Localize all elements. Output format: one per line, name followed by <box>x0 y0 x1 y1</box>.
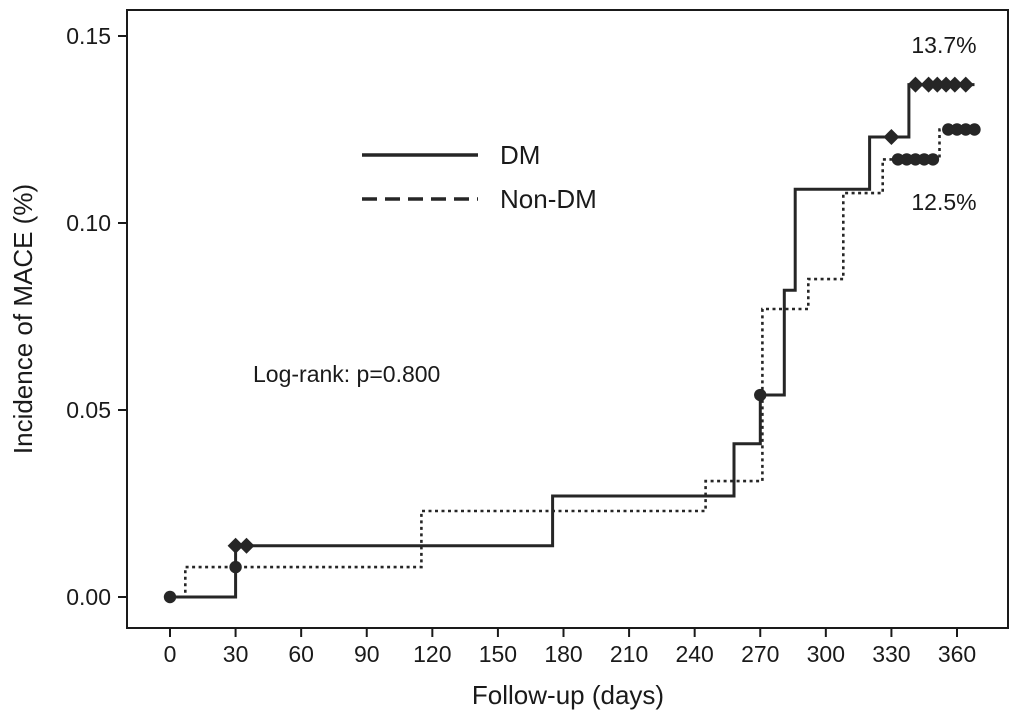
y-tick-label: 0.15 <box>66 23 111 49</box>
legend-label-dm: DM <box>500 140 540 170</box>
y-tick-label: 0.00 <box>66 584 111 610</box>
y-axis-label: Incidence of MACE (%) <box>8 184 38 454</box>
x-tick-label: 240 <box>675 641 713 667</box>
x-tick-label: 330 <box>872 641 910 667</box>
x-axis-ticks: 0 30 60 90 120 150 180 210 240 270 300 330 360 <box>164 628 976 667</box>
diamond-marker <box>920 76 937 93</box>
circle-marker <box>918 153 931 166</box>
nondm-end-label: 12.5% <box>911 189 976 215</box>
x-tick-label: 360 <box>938 641 976 667</box>
series-dm-line <box>163 76 975 604</box>
circle-marker <box>909 153 922 166</box>
legend-label-nondm: Non-DM <box>500 184 597 214</box>
diamond-marker <box>238 537 255 554</box>
x-tick-label: 60 <box>288 641 314 667</box>
circle-marker <box>959 123 972 136</box>
diamond-marker <box>227 537 244 554</box>
x-tick-label: 180 <box>544 641 582 667</box>
x-tick-label: 210 <box>610 641 648 667</box>
x-tick-label: 300 <box>807 641 845 667</box>
circle-marker <box>754 388 767 402</box>
x-tick-label: 30 <box>223 641 249 667</box>
circle-marker <box>950 123 964 136</box>
y-tick-label: 0.10 <box>66 210 111 236</box>
x-tick-label: 90 <box>354 641 380 667</box>
diamond-marker <box>929 76 946 93</box>
dm-end-label: 13.7% <box>911 32 976 58</box>
step-line-dm <box>170 83 975 599</box>
x-tick-label: 120 <box>413 641 451 667</box>
series-nondm-line <box>170 123 981 599</box>
x-axis-label: Follow-up (days) <box>472 680 664 710</box>
legend: DM Non-DM <box>362 140 597 214</box>
y-axis-ticks: 0.00 0.05 0.10 0.15 <box>66 23 127 610</box>
circle-marker <box>900 153 913 166</box>
diamond-marker <box>907 76 924 93</box>
diamond-marker <box>946 76 963 93</box>
x-tick-label: 150 <box>479 641 517 667</box>
circle-marker <box>229 560 242 574</box>
x-tick-label: 0 <box>164 641 177 667</box>
plot-border <box>126 9 1009 629</box>
diamond-marker <box>883 128 900 145</box>
circle-marker <box>968 123 981 136</box>
x-tick-label: 270 <box>741 641 779 667</box>
logrank-annotation: Log-rank: p=0.800 <box>253 361 440 387</box>
circle-marker <box>926 153 940 166</box>
y-tick-label: 0.05 <box>66 397 111 423</box>
diamond-marker <box>957 76 974 93</box>
diamond-marker <box>938 76 955 93</box>
circle-marker <box>942 123 955 136</box>
circle-marker <box>891 153 905 166</box>
